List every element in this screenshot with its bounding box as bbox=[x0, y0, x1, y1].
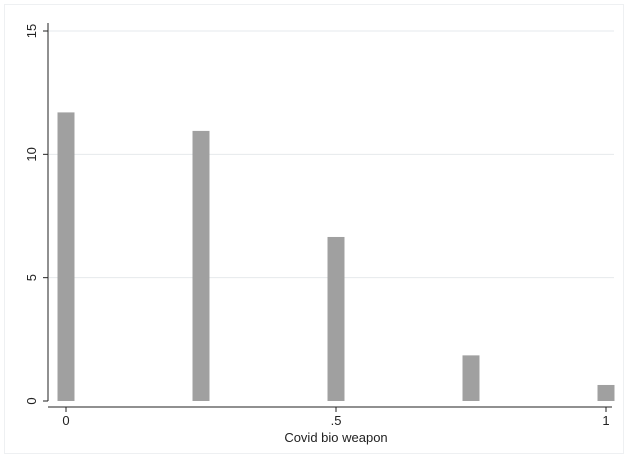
y-ticks: 0 5 10 15 bbox=[24, 24, 48, 405]
x-axis-title: Covid bio weapon bbox=[284, 430, 387, 445]
y-tick-label-15: 15 bbox=[24, 24, 39, 38]
chart-frame bbox=[4, 4, 624, 454]
x-tick-label-.5: .5 bbox=[331, 413, 342, 428]
bar-4 bbox=[597, 384, 615, 401]
bar-1 bbox=[192, 130, 210, 401]
x-tick-label-1: 1 bbox=[602, 413, 609, 428]
y-tick-label-5: 5 bbox=[24, 274, 39, 281]
bar-2 bbox=[327, 236, 345, 401]
x-ticks: 0.5 1 bbox=[62, 407, 610, 428]
bars bbox=[57, 112, 615, 402]
x-tick-label-0: 0 bbox=[62, 413, 69, 428]
y-tick-label-0: 0 bbox=[24, 397, 39, 404]
y-tick-label-10: 10 bbox=[24, 147, 39, 161]
bar-3 bbox=[462, 355, 480, 401]
bar-0 bbox=[57, 112, 75, 402]
axes bbox=[47, 23, 612, 408]
